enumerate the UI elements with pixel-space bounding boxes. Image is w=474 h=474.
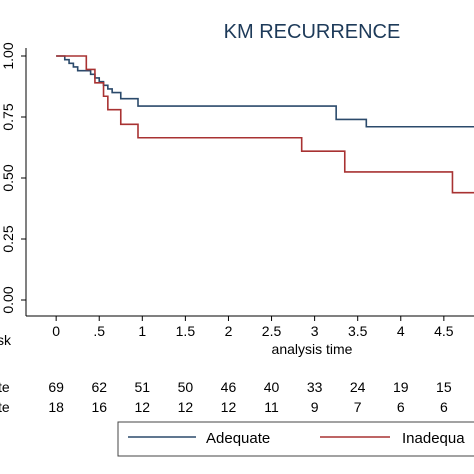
- risk-value: 62: [91, 379, 107, 395]
- risk-value: 16: [91, 399, 107, 415]
- y-tick-label: 1.00: [0, 42, 16, 69]
- risk-value: 12: [135, 399, 151, 415]
- risk-value: 7: [354, 399, 362, 415]
- risk-value: 15: [436, 379, 452, 395]
- plot-area: 0.00 0.25 0.50 0.75 1.00 0 .5 1 1.5 2 2.5 3 3.5 4 4.5: [0, 42, 474, 339]
- risk-value: 6: [397, 399, 405, 415]
- y-tick-label: 0.75: [0, 103, 16, 130]
- risk-row-label: te: [0, 399, 10, 415]
- y-tick-label: 0.50: [0, 164, 16, 191]
- risk-value: 24: [350, 379, 366, 395]
- series-line-adequate: [56, 55, 474, 128]
- series-line-inadequate: [56, 55, 474, 194]
- legend-box: [117, 421, 474, 457]
- x-tick-label: 3.5: [348, 323, 368, 339]
- risk-table: te 69 62 51 50 46 40 33 24 19 15 te 18 16 12 12 12 11 9 7 6 6: [0, 379, 452, 415]
- risk-row-label: te: [0, 379, 10, 395]
- x-tick-label: 1: [138, 323, 146, 339]
- risk-value: 50: [178, 379, 194, 395]
- risk-table-header: sk: [0, 332, 12, 348]
- legend: Adequate Inadequa: [117, 421, 474, 457]
- x-tick-label: 0: [52, 323, 60, 339]
- x-tick-label: 3: [311, 323, 319, 339]
- x-axis-label: analysis time: [272, 341, 353, 357]
- y-tick-label: 0.25: [0, 225, 16, 252]
- risk-value: 9: [311, 399, 319, 415]
- risk-value: 19: [393, 379, 409, 395]
- x-tick-label: 2.5: [262, 323, 282, 339]
- x-tick-label: 1.5: [176, 323, 196, 339]
- risk-value: 40: [264, 379, 280, 395]
- x-tick-label: 4.5: [434, 323, 454, 339]
- x-tick-label: 4: [397, 323, 405, 339]
- risk-value: 33: [307, 379, 323, 395]
- y-tick-label: 0.00: [0, 286, 16, 313]
- x-tick-label: 2: [225, 323, 233, 339]
- risk-value: 12: [221, 399, 237, 415]
- legend-label-adequate: Adequate: [206, 430, 270, 447]
- risk-value: 69: [48, 379, 64, 395]
- risk-value: 46: [221, 379, 237, 395]
- risk-value: 12: [178, 399, 194, 415]
- x-tick-label: .5: [93, 323, 105, 339]
- risk-value: 51: [135, 379, 151, 395]
- legend-label-inadequa: Inadequa: [402, 430, 465, 447]
- risk-value: 6: [440, 399, 448, 415]
- risk-value: 18: [48, 399, 64, 415]
- chart-title: KM RECURRENCE: [224, 21, 401, 43]
- risk-value: 11: [264, 399, 279, 415]
